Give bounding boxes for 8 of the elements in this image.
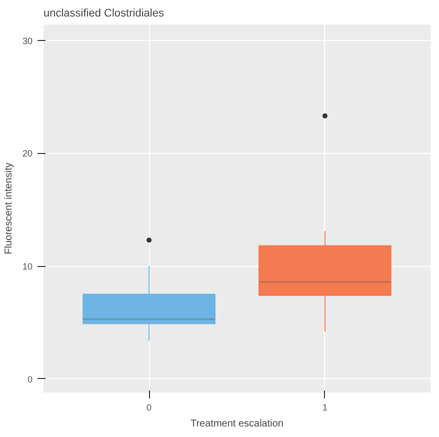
y-tick-label: 20	[22, 148, 33, 159]
y-tick-label: 0	[27, 374, 33, 384]
y-axis-title: Fluorescent intensity	[3, 162, 14, 254]
y-tick-label: 10	[22, 262, 33, 272]
chart-title: unclassified Clostridiales	[44, 8, 164, 20]
y-tick-label: 30	[22, 36, 33, 46]
x-tick-label: 1	[322, 402, 328, 412]
x-axis-title: Treatment escalation	[190, 418, 284, 430]
